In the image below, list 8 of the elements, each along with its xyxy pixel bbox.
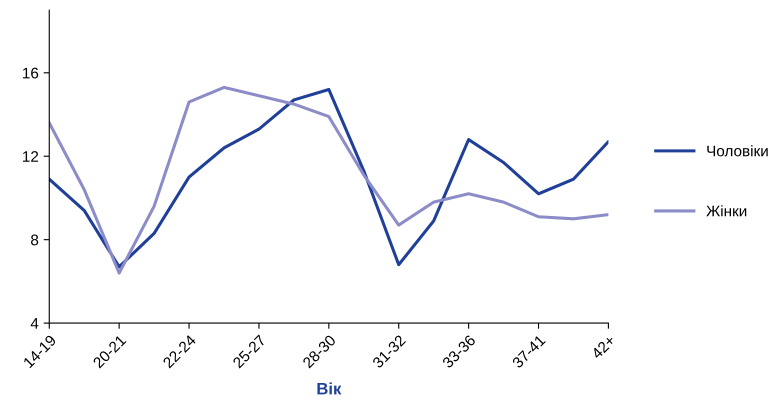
y-tick-label: 8	[31, 234, 38, 246]
legend-label: Жінки	[706, 205, 746, 216]
x-tick-label: 42+	[590, 334, 616, 360]
y-tick-label: 16	[23, 68, 38, 78]
legend-label: Чоловіки	[707, 145, 768, 156]
x-axis-title: Вік	[317, 382, 342, 394]
y-tick-label: 12	[23, 151, 38, 162]
y-tick-label: 4	[30, 318, 38, 329]
